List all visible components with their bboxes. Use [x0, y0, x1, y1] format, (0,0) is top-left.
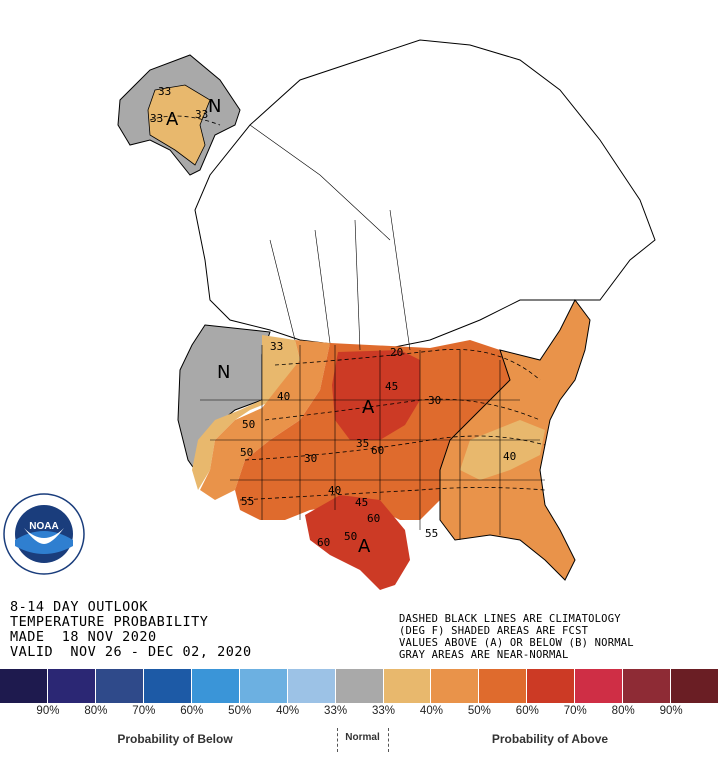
note-line: DASHED BLACK LINES ARE CLIMATOLOGY — [399, 613, 621, 625]
east-33-band — [460, 420, 545, 480]
probability-tick-labels: 90% 80% 70% 60% 50% 40% 33% 33% 40% 50% 60% 70% 80% 9… — [0, 705, 719, 721]
scale-tick-label: 50% — [228, 705, 252, 717]
title-line: 8-14 DAY OUTLOOK — [10, 599, 149, 615]
contour-label: 33 — [270, 340, 283, 353]
scale-swatch — [287, 669, 336, 703]
scale-swatch — [671, 669, 719, 703]
scale-swatch — [47, 669, 96, 703]
scale-swatch — [191, 669, 240, 703]
alaska-above — [147, 84, 211, 166]
contour-label: 33 — [150, 112, 163, 125]
title-line: VALID NOV 26 - DEC 02, 2020 — [10, 644, 252, 660]
scale-tick-label: 33% — [324, 705, 348, 717]
note-line: GRAY AREAS ARE NEAR-NORMAL — [399, 649, 569, 661]
scale-swatch — [479, 669, 528, 703]
above-caption: Probability of Above — [491, 732, 609, 746]
scale-swatch — [431, 669, 480, 703]
title-line: MADE 18 NOV 2020 — [10, 629, 157, 645]
contour-label: 60 — [371, 444, 384, 457]
contour-label: 50 — [240, 446, 253, 459]
above-33-band — [192, 335, 300, 490]
contour-label: 60 — [317, 536, 330, 549]
south-above-letter: A — [358, 536, 371, 557]
above-60-south — [305, 495, 410, 590]
climatology-contours — [149, 115, 546, 501]
canada-land — [194, 39, 656, 351]
contour-label: 45 — [385, 380, 398, 393]
scale-tick-label: 33% — [371, 705, 396, 717]
scale-tick-label: 90% — [36, 705, 60, 717]
outlook-title-block: 8-14 DAY OUTLOOK TEMPERATURE PROBABILITY… — [10, 600, 252, 660]
probability-color-scale — [0, 669, 719, 703]
scale-tick-label: 70% — [563, 705, 587, 717]
noaa-logo: NOAA — [2, 492, 86, 576]
contour-label: 40 — [328, 484, 341, 497]
scale-tick-label: 60% — [180, 705, 204, 717]
below-caption: Probability of Below — [117, 732, 233, 746]
scale-swatch — [527, 669, 576, 703]
title-line: TEMPERATURE PROBABILITY — [10, 614, 209, 630]
scale-swatch — [95, 669, 144, 703]
contour-label: 50 — [242, 418, 255, 431]
normal-caption: Normal — [345, 732, 380, 743]
contour-label: 35 — [356, 437, 369, 450]
scale-tick-label: 40% — [276, 705, 300, 717]
state-boundaries — [200, 124, 545, 540]
north-america-map: A N 33 33 33 N 33 40 A 45 20 30 30 35 50… — [117, 39, 656, 590]
contour-label: 50 — [344, 530, 357, 543]
contour-label: 30 — [304, 452, 317, 465]
contour-label: 20 — [390, 346, 403, 359]
north-above-letter: A — [362, 397, 375, 418]
scale-tick-label: 40% — [419, 705, 443, 717]
contour-label: 30 — [428, 394, 441, 407]
scale-swatch — [575, 669, 624, 703]
above-60-north — [332, 350, 420, 440]
legend-note: DASHED BLACK LINES ARE CLIMATOLOGY (DEG … — [399, 613, 634, 661]
scale-swatch — [335, 669, 384, 703]
normal-divider-left — [337, 728, 338, 752]
contour-label: 40 — [277, 390, 290, 403]
contour-label: 33 — [158, 85, 171, 98]
note-line: VALUES ABOVE (A) OR BELOW (B) NORMAL — [399, 637, 634, 649]
scale-tick-label: 60% — [515, 705, 539, 717]
scale-swatch — [143, 669, 192, 703]
scale-tick-label: 70% — [132, 705, 156, 717]
noaa-text: NOAA — [29, 521, 58, 532]
alaska-normal-letter: N — [208, 96, 221, 117]
contour-label: 45 — [355, 496, 368, 509]
west-normal-letter: N — [217, 362, 230, 383]
note-line: (DEG F) SHADED AREAS ARE FCST — [399, 625, 589, 637]
contour-label: 33 — [195, 108, 208, 121]
scale-tick-label: 80% — [611, 705, 635, 717]
scale-tick-label: 50% — [467, 705, 491, 717]
alaska-above-letter: A — [166, 109, 179, 130]
scale-captions: Probability of Below Normal Probability … — [0, 728, 719, 752]
contour-label: 60 — [367, 512, 380, 525]
contour-label: 40 — [503, 450, 516, 463]
scale-tick-label: 90% — [659, 705, 683, 717]
scale-swatch — [383, 669, 432, 703]
contour-label: 55 — [425, 527, 438, 540]
normal-divider-right — [388, 728, 389, 752]
scale-tick-label: 80% — [84, 705, 108, 717]
scale-swatch — [239, 669, 288, 703]
contour-label: 55 — [241, 495, 254, 508]
scale-swatch — [0, 669, 48, 703]
scale-swatch — [623, 669, 672, 703]
